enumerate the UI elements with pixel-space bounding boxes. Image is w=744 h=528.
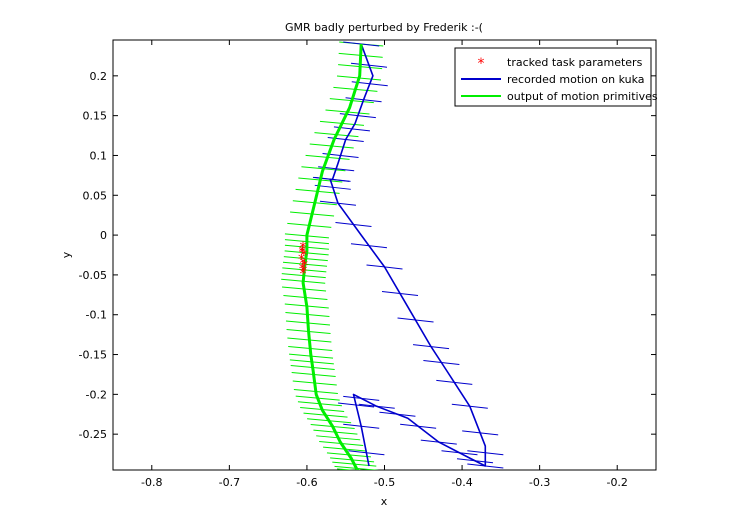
y-tick-label: 0.2 [90, 70, 108, 83]
x-tick-label: -0.8 [141, 476, 162, 489]
tracked-task-parameter-marker: * [301, 258, 308, 274]
green-covariance-whisker [337, 468, 355, 470]
series-line-output-of-motion-primitives [301, 43, 363, 470]
legend-marker-tracked-task-parameters: * [478, 56, 485, 72]
series-layer [301, 43, 487, 470]
legend-entry-label: output of motion primitives [507, 90, 658, 103]
x-tick-label: -0.3 [529, 476, 550, 489]
blue-covariance-whisker [343, 41, 380, 47]
y-tick-label: 0.15 [83, 110, 108, 123]
chart-title: GMR badly perturbed by Frederik :-( [285, 21, 483, 34]
y-axis-ticks: 0.2 0.15 0.1 0.05 0 -0.05 -0.1 -0.15 -0.2 -0.25 [79, 70, 656, 441]
series-line-recorded-motion-on-kuka [329, 43, 487, 467]
x-tick-label: -0.7 [219, 476, 240, 489]
y-tick-label: 0.1 [90, 149, 108, 162]
tracked-task-parameter-marker: * [299, 262, 306, 278]
tracked-task-parameter-marker: * [299, 244, 306, 260]
y-tick-label: -0.1 [86, 309, 107, 322]
legend-entry-label: tracked task parameters [507, 56, 643, 69]
tracked-task-parameter-marker: * [300, 264, 307, 280]
x-tick-label: -0.6 [296, 476, 317, 489]
tracked-task-parameter-marker: * [300, 248, 307, 264]
tracked-task-parameter-marker: * [299, 246, 306, 262]
x-tick-label: -0.2 [606, 476, 627, 489]
x-tick-label: -0.5 [374, 476, 395, 489]
y-tick-label: -0.2 [86, 388, 107, 401]
x-axis-label: x [381, 495, 388, 508]
green-covariance-whisker [339, 469, 343, 470]
legend-entry-label: recorded motion on kuka [507, 73, 645, 86]
tracked-task-parameter-marker: * [300, 240, 307, 256]
y-tick-label: -0.25 [79, 428, 107, 441]
x-axis-ticks: -0.8 -0.7 -0.6 -0.5 -0.4 -0.3 -0.2 [141, 40, 628, 489]
y-tick-label: 0 [100, 229, 107, 242]
y-tick-label: -0.05 [79, 269, 107, 282]
plot-area: ********** [112, 39, 657, 471]
tracked-task-parameter-marker: * [300, 256, 307, 272]
tracked-task-parameter-marker: * [300, 266, 307, 282]
tracked-task-parameter-marker: * [298, 252, 305, 268]
y-tick-label: -0.15 [79, 349, 107, 362]
y-tick-label: 0.05 [83, 189, 108, 202]
x-tick-label: -0.4 [451, 476, 472, 489]
legend: * tracked task parameters recorded motion … [454, 47, 658, 107]
marker-layer: ********** [298, 240, 308, 282]
y-axis-label: y [60, 251, 73, 258]
axes-box [112, 39, 657, 471]
